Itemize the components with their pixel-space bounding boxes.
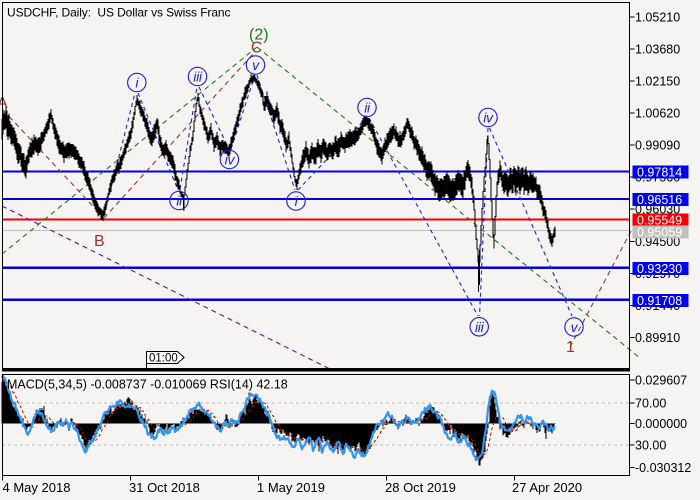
svg-text:v: v bbox=[252, 57, 260, 73]
svg-text:1.02150: 1.02150 bbox=[635, 74, 680, 88]
svg-text:1.00620: 1.00620 bbox=[635, 107, 680, 121]
svg-text:USDCHF, Daily: US Dollar vs S: USDCHF, Daily: US Dollar vs Swiss Franc bbox=[7, 6, 230, 20]
svg-text:0.000000: 0.000000 bbox=[635, 417, 687, 431]
svg-text:31 Oct 2018: 31 Oct 2018 bbox=[129, 480, 200, 495]
svg-text:1: 1 bbox=[566, 339, 575, 356]
svg-text:1.03680: 1.03680 bbox=[635, 42, 680, 56]
svg-text:ii: ii bbox=[176, 193, 183, 209]
svg-text:0.97814: 0.97814 bbox=[637, 166, 682, 180]
svg-text:30.00: 30.00 bbox=[635, 438, 666, 452]
svg-text:i: i bbox=[295, 193, 299, 209]
svg-text:C: C bbox=[251, 40, 262, 57]
svg-text:0.029607: 0.029607 bbox=[635, 374, 687, 388]
svg-text:0.91708: 0.91708 bbox=[637, 294, 682, 308]
svg-text:27 Apr 2020: 27 Apr 2020 bbox=[512, 480, 582, 495]
svg-text:70.00: 70.00 bbox=[635, 396, 666, 410]
svg-text:B: B bbox=[94, 233, 105, 250]
svg-text:4 May 2018: 4 May 2018 bbox=[3, 480, 71, 495]
svg-text:(2): (2) bbox=[249, 27, 269, 44]
svg-text:1 May 2019: 1 May 2019 bbox=[257, 480, 325, 495]
svg-text:-0.030312: -0.030312 bbox=[635, 461, 691, 475]
svg-text:28 Oct 2019: 28 Oct 2019 bbox=[385, 480, 456, 495]
svg-text:01:00: 01:00 bbox=[149, 353, 178, 365]
svg-text:A: A bbox=[0, 95, 8, 112]
svg-text:0.95549: 0.95549 bbox=[637, 213, 682, 227]
svg-text:1.05210: 1.05210 bbox=[635, 10, 680, 24]
svg-text:0.96030: 0.96030 bbox=[635, 203, 680, 217]
svg-text:iii: iii bbox=[475, 319, 485, 335]
svg-text:v: v bbox=[571, 319, 579, 335]
svg-text:i: i bbox=[135, 75, 139, 91]
svg-text:iv: iv bbox=[225, 152, 236, 168]
svg-text:0.99090: 0.99090 bbox=[635, 139, 680, 153]
svg-text:iv: iv bbox=[483, 110, 494, 126]
svg-text:0.89910: 0.89910 bbox=[635, 331, 680, 345]
svg-text:iii: iii bbox=[193, 69, 203, 85]
svg-text:0.95059: 0.95059 bbox=[637, 225, 682, 239]
svg-text:ii: ii bbox=[364, 100, 371, 116]
svg-text:MACD(5,34,5) -0.008737 -0.0100: MACD(5,34,5) -0.008737 -0.010069 RSI(14)… bbox=[7, 378, 288, 392]
svg-text:0.96516: 0.96516 bbox=[637, 193, 682, 207]
svg-text:0.93230: 0.93230 bbox=[637, 262, 682, 276]
